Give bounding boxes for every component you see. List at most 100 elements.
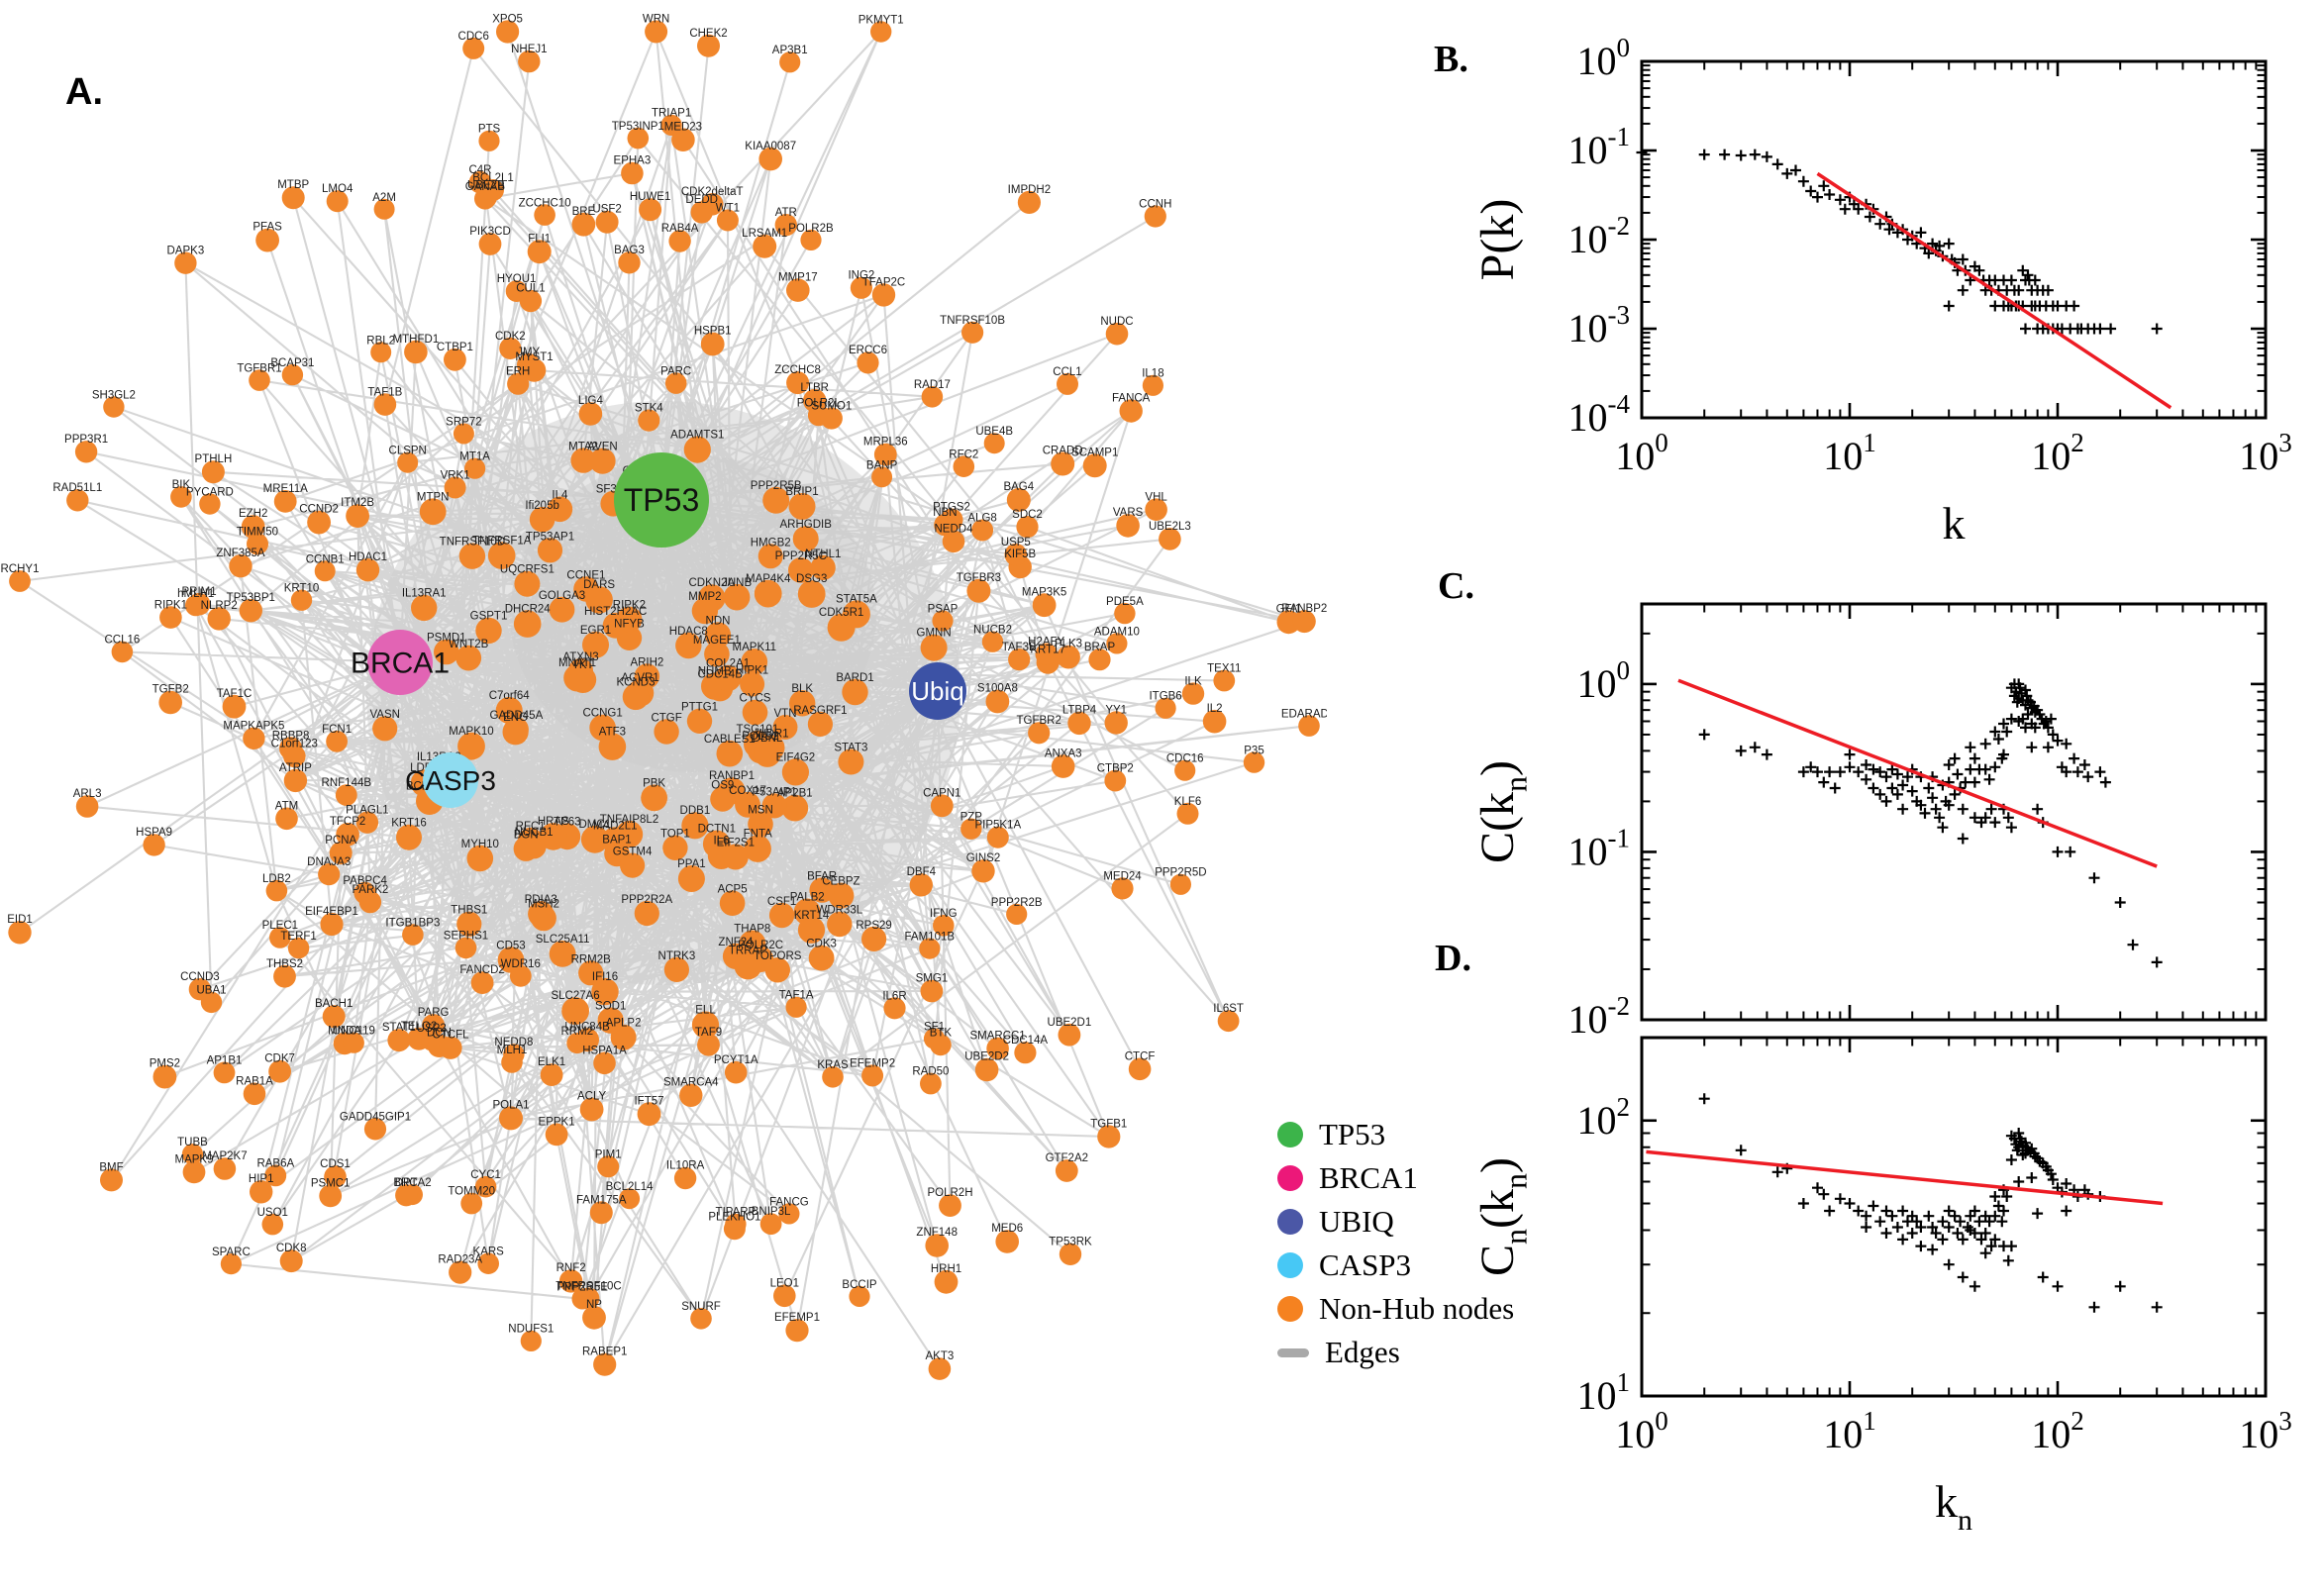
network-node <box>710 786 736 812</box>
network-node <box>838 748 864 775</box>
network-node <box>920 634 948 661</box>
network-node-label: PTS <box>478 124 501 136</box>
network-node <box>502 719 529 746</box>
network-node-label: ADAM10 <box>1094 626 1140 638</box>
network-node-label: PPP2R2A <box>621 894 672 906</box>
network-node-label: RAB4A <box>661 223 699 235</box>
network-node-label: ELL <box>695 1005 716 1017</box>
tick-label: 102 <box>2031 1406 2084 1456</box>
network-node <box>1006 487 1031 512</box>
network-node <box>589 448 616 474</box>
network-node <box>220 1253 242 1275</box>
network-node-label: UBE2D1 <box>1048 1017 1092 1029</box>
network-node-label: WDR1 <box>756 728 789 740</box>
fit-line <box>1646 1149 2164 1206</box>
network-node-label: PPA1 <box>677 858 706 870</box>
network-node <box>569 666 597 693</box>
network-node <box>561 997 589 1025</box>
network-node <box>734 951 762 980</box>
network-node-label: IFI16 <box>592 971 618 983</box>
network-node-label: CTGF <box>651 712 681 724</box>
network-node-label: RAB1A <box>236 1076 273 1088</box>
network-node <box>411 594 438 622</box>
chart-B: 100 101 102 103 100 10-1 10-2 10-3 10-4 k P(k) <box>1471 33 2292 549</box>
network-node <box>1004 543 1028 566</box>
network-node-label: FAM175A <box>576 1194 627 1206</box>
network-node-label: TNFRSF1A <box>472 535 532 547</box>
network-node-label: HDAC1 <box>349 551 387 563</box>
tick-label: 10-1 <box>1568 823 1631 873</box>
network-node <box>453 423 474 445</box>
network-node <box>774 214 797 237</box>
network-node-label: NDN <box>706 615 731 627</box>
network-node <box>241 515 265 539</box>
network-node-label: SMARCC1 <box>969 1031 1025 1043</box>
network-node-label: RAD51L1 <box>52 482 102 494</box>
network-node <box>671 128 695 151</box>
network-node-label: PCYT1A <box>714 1054 758 1066</box>
network-node-label: SNURF <box>681 1301 721 1313</box>
network-node <box>792 526 819 552</box>
network-node-label: BFAR <box>807 870 837 882</box>
network-node <box>909 873 933 897</box>
hub-node <box>614 452 709 548</box>
network-node <box>422 1014 446 1038</box>
network-node <box>174 251 197 274</box>
network-node <box>518 50 541 73</box>
network-node <box>103 396 125 418</box>
network-node <box>597 1007 624 1034</box>
network-node-label: H2AFY <box>1028 636 1064 648</box>
network-node-label: CLSPN <box>389 446 427 457</box>
network-node <box>870 21 892 43</box>
legend-item-edges: Edges <box>1277 1331 1514 1374</box>
network-node <box>1292 610 1316 634</box>
network-node-label: PDIA3 <box>525 894 557 906</box>
hub-label: Ubiq <box>911 676 963 706</box>
network-node-label: ZNF148 <box>916 1227 958 1239</box>
network-node <box>455 645 482 671</box>
network-node <box>571 1288 593 1310</box>
hub-node <box>367 630 433 695</box>
network-node-label: TUBB <box>177 1137 208 1148</box>
network-node-label: ING2 <box>848 270 874 282</box>
network-node-label: PMS2 <box>150 1058 180 1070</box>
network-node <box>468 170 492 194</box>
network-node <box>549 596 575 623</box>
network-node-label: MAGEE1 <box>693 635 741 647</box>
network-node-label: MYH10 <box>461 839 499 850</box>
network-node <box>540 823 567 850</box>
network-node-label: DARS <box>583 579 615 591</box>
network-node-label: SLC27A6 <box>551 990 599 1002</box>
network-node <box>207 607 231 631</box>
network-node-label: AP2B1 <box>777 788 813 800</box>
network-node <box>558 1269 583 1293</box>
network-node-label: IL6 <box>714 836 730 848</box>
network-node-label: BCL2L1 <box>472 172 514 184</box>
network-node-label: S100A8 <box>977 683 1018 695</box>
network-node-label: SMG1 <box>916 973 949 985</box>
network-node-label: MNDA <box>328 1026 361 1038</box>
tick-label: 100 <box>1577 655 1631 706</box>
network-node <box>615 820 644 848</box>
network-node-label: ZNF385A <box>216 548 265 559</box>
network-node-label: MT1A <box>459 451 490 463</box>
network-node <box>803 388 827 413</box>
network-node-label: PPP2R5B <box>751 480 802 492</box>
network-node-label: BCCIP <box>842 1279 876 1291</box>
network-node-label: TRRAP <box>729 946 767 957</box>
network-node-label: ZCCHC10 <box>519 197 571 209</box>
network-node-label: ALG8 <box>967 513 996 525</box>
network-node <box>641 784 667 812</box>
network-node-label: BTK <box>930 1028 953 1040</box>
network-node-label: BIK <box>172 479 191 491</box>
network-node <box>143 834 165 856</box>
network-node <box>619 1188 641 1210</box>
network-node-label: TIMM50 <box>237 526 278 538</box>
network-node-label: PPP2R2B <box>991 897 1043 909</box>
network-node-label: RAD50 <box>912 1066 949 1078</box>
network-node <box>264 1164 287 1187</box>
network-node-label: KIAA0087 <box>745 141 796 152</box>
network-node-label: ARHGDIB <box>779 519 832 531</box>
network-node <box>1082 453 1107 478</box>
network-node <box>786 371 810 395</box>
